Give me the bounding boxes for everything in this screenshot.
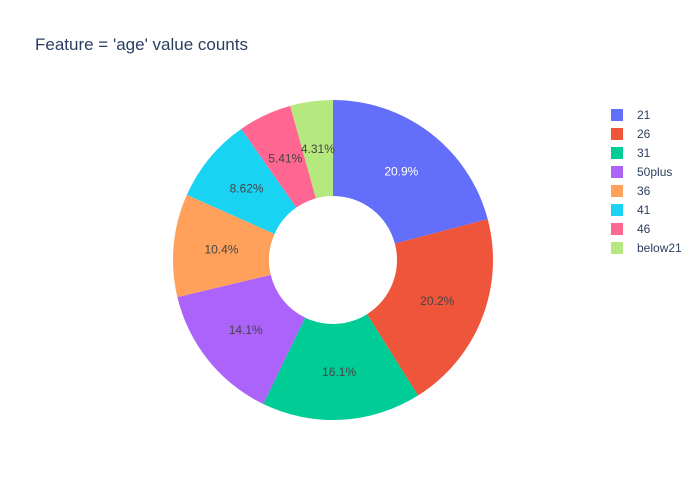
slice-31[interactable] <box>263 314 419 420</box>
legend-item-41[interactable]: 41 <box>611 203 651 217</box>
slice-36[interactable] <box>173 194 275 298</box>
slice-labels: 20.9% 20.2% 16.1% 14.1% 10.4% 8.62% 5.41%4.31% <box>204 142 454 379</box>
legend[interactable]: 21 26 31 50plus 36 41 46 below21 <box>611 108 682 255</box>
legend-swatch-50plus <box>611 166 623 178</box>
slice-46[interactable] <box>241 105 316 208</box>
legend-label-36: 36 <box>637 184 651 198</box>
slice-label-below21: 4.31% <box>301 142 335 156</box>
legend-swatch-36 <box>611 185 623 197</box>
slice-label-31: 16.1% <box>322 365 356 379</box>
legend-item-below21[interactable]: below21 <box>611 241 682 255</box>
chart-title: Feature = 'age' value counts <box>35 35 248 54</box>
legend-label-below21: below21 <box>637 241 682 255</box>
legend-item-21[interactable]: 21 <box>611 108 651 122</box>
legend-swatch-31 <box>611 147 623 159</box>
legend-label-31: 31 <box>637 146 651 160</box>
slice-21[interactable] <box>333 100 488 244</box>
slice-26[interactable] <box>367 219 494 396</box>
legend-label-50plus: 50plus <box>637 165 672 179</box>
legend-swatch-below21 <box>611 242 623 254</box>
legend-item-26[interactable]: 26 <box>611 127 651 141</box>
slice-50plus[interactable] <box>177 274 306 405</box>
donut-slices <box>173 100 494 420</box>
legend-item-50plus[interactable]: 50plus <box>611 165 672 179</box>
slice-label-36: 10.4% <box>204 243 238 257</box>
legend-label-41: 41 <box>637 203 651 217</box>
legend-swatch-46 <box>611 223 623 235</box>
legend-item-46[interactable]: 46 <box>611 222 651 236</box>
legend-swatch-26 <box>611 128 623 140</box>
slice-label-26: 20.2% <box>420 294 454 308</box>
slice-label-41: 8.62% <box>230 182 264 196</box>
legend-label-46: 46 <box>637 222 651 236</box>
legend-swatch-41 <box>611 204 623 216</box>
slice-below21[interactable] <box>290 100 333 199</box>
legend-label-26: 26 <box>637 127 651 141</box>
legend-item-31[interactable]: 31 <box>611 146 651 160</box>
slice-41[interactable] <box>186 128 297 234</box>
legend-swatch-21 <box>611 109 623 121</box>
slice-label-21: 20.9% <box>384 164 418 178</box>
legend-label-21: 21 <box>637 108 651 122</box>
slice-label-46: 5.41% <box>268 152 302 166</box>
legend-item-36[interactable]: 36 <box>611 184 651 198</box>
slice-label-50plus: 14.1% <box>229 323 263 337</box>
